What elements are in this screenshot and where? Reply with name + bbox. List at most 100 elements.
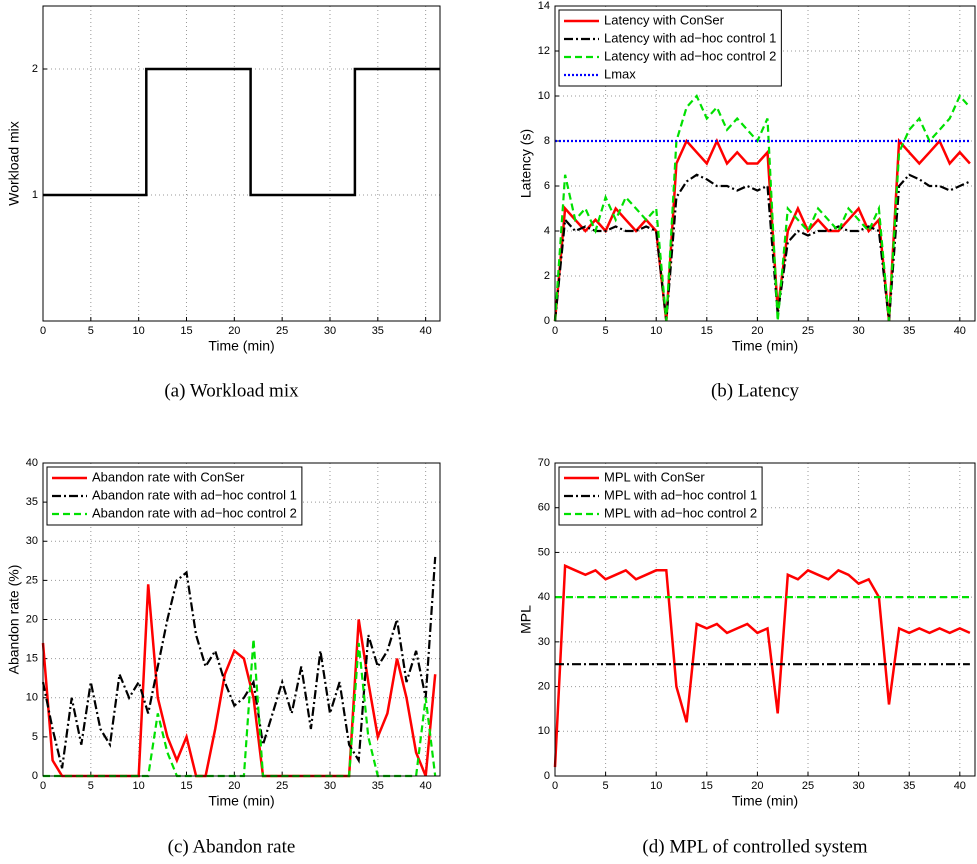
x-tick-label: 25: [276, 325, 288, 337]
x-tick-label: 40: [420, 325, 432, 337]
x-tick-label: 5: [603, 780, 609, 792]
y-tick-label: 20: [26, 613, 38, 625]
y-tick-label: 12: [538, 45, 550, 57]
x-tick-label: 35: [372, 780, 384, 792]
legend-label: Lmax: [604, 66, 636, 81]
y-tick-label: 40: [538, 591, 550, 603]
x-tick-label: 10: [650, 780, 662, 792]
x-tick-label: 20: [228, 325, 240, 337]
legend-label: Abandon rate with ad−hoc control 1: [92, 487, 297, 502]
x-tick-label: 0: [552, 780, 558, 792]
x-tick-label: 5: [88, 325, 94, 337]
y-tick-label: 60: [538, 502, 550, 514]
x-axis-label: Time (min): [208, 793, 274, 809]
y-axis-label: MPL: [518, 605, 534, 634]
series-line: [43, 639, 437, 778]
y-axis-label: Latency (s): [518, 129, 534, 198]
x-tick-label: 0: [552, 325, 558, 337]
series-line: [43, 67, 440, 197]
legend-label: Latency with ad−hoc control 1: [604, 30, 776, 45]
y-tick-label: 4: [544, 225, 550, 237]
legend-label: MPL with ad−hoc control 2: [604, 505, 757, 520]
x-tick-label: 0: [40, 780, 46, 792]
x-tick-label: 40: [420, 780, 432, 792]
x-tick-label: 15: [180, 325, 192, 337]
y-tick-label: 20: [538, 680, 550, 692]
y-tick-label: 2: [32, 63, 38, 75]
x-axis-label: Time (min): [732, 338, 798, 354]
plot-frame: [554, 462, 976, 777]
x-tick-label: 10: [133, 325, 145, 337]
y-axis-label: Workload mix: [6, 121, 22, 206]
x-tick-label: 20: [751, 780, 763, 792]
y-tick-label: 0: [32, 770, 38, 782]
x-tick-label: 25: [802, 325, 814, 337]
plot-frame: [42, 462, 441, 777]
plot-frame: [42, 5, 441, 322]
caption: (d) MPL of controlled system: [642, 836, 867, 857]
x-tick-label: 10: [650, 325, 662, 337]
x-tick-label: 15: [701, 325, 713, 337]
caption: (a) Workload mix: [164, 380, 299, 401]
legend-label: Abandon rate with ad−hoc control 2: [92, 505, 297, 520]
y-tick-label: 0: [544, 315, 550, 327]
legend-label: Latency with ConSer: [604, 12, 725, 27]
legend-label: MPL with ConSer: [604, 469, 705, 484]
y-tick-label: 10: [538, 725, 550, 737]
x-tick-label: 5: [603, 325, 609, 337]
x-tick-label: 0: [40, 325, 46, 337]
legend-label: MPL with ad−hoc control 1: [604, 487, 757, 502]
x-tick-label: 35: [372, 325, 384, 337]
caption: (b) Latency: [711, 380, 800, 401]
y-axis-label: Abandon rate (%): [6, 565, 22, 675]
series-line: [553, 137, 971, 322]
x-tick-label: 10: [133, 780, 145, 792]
y-tick-label: 2: [544, 270, 550, 282]
y-tick-label: 1: [32, 189, 38, 201]
x-tick-label: 20: [228, 780, 240, 792]
y-tick-label: 30: [26, 535, 38, 547]
legend-box: [558, 9, 782, 87]
legend-box: [558, 466, 763, 526]
y-tick-label: 0: [544, 770, 550, 782]
x-tick-label: 25: [802, 780, 814, 792]
legend-label: Latency with ad−hoc control 2: [604, 48, 776, 63]
plot-frame: [554, 5, 976, 322]
series-line: [553, 173, 971, 322]
x-tick-label: 30: [324, 780, 336, 792]
x-tick-label: 25: [276, 780, 288, 792]
x-tick-label: 5: [88, 780, 94, 792]
legend-box: [46, 466, 303, 526]
x-tick-label: 30: [324, 325, 336, 337]
y-tick-label: 35: [26, 496, 38, 508]
x-tick-label: 15: [180, 780, 192, 792]
caption: (c) Abandon rate: [168, 836, 296, 857]
y-tick-label: 70: [538, 457, 550, 469]
y-tick-label: 10: [26, 692, 38, 704]
x-axis-label: Time (min): [732, 793, 798, 809]
x-axis-label: Time (min): [208, 338, 274, 354]
series-line: [41, 556, 437, 769]
y-tick-label: 10: [538, 90, 550, 102]
y-tick-label: 5: [32, 731, 38, 743]
plot-area: [43, 6, 440, 321]
x-tick-label: 30: [852, 325, 864, 337]
x-tick-label: 30: [852, 780, 864, 792]
y-tick-label: 15: [26, 653, 38, 665]
x-tick-label: 40: [954, 780, 966, 792]
series-line: [553, 94, 971, 322]
y-tick-label: 25: [26, 574, 38, 586]
x-tick-label: 15: [701, 780, 713, 792]
y-tick-label: 6: [544, 180, 550, 192]
x-tick-label: 20: [751, 325, 763, 337]
x-tick-label: 35: [903, 325, 915, 337]
y-tick-label: 8: [544, 135, 550, 147]
y-tick-label: 30: [538, 636, 550, 648]
x-tick-label: 40: [954, 325, 966, 337]
x-tick-label: 35: [903, 780, 915, 792]
series-line: [553, 563, 971, 768]
y-tick-label: 50: [538, 546, 550, 558]
y-tick-label: 14: [538, 0, 550, 12]
y-tick-label: 40: [26, 457, 38, 469]
